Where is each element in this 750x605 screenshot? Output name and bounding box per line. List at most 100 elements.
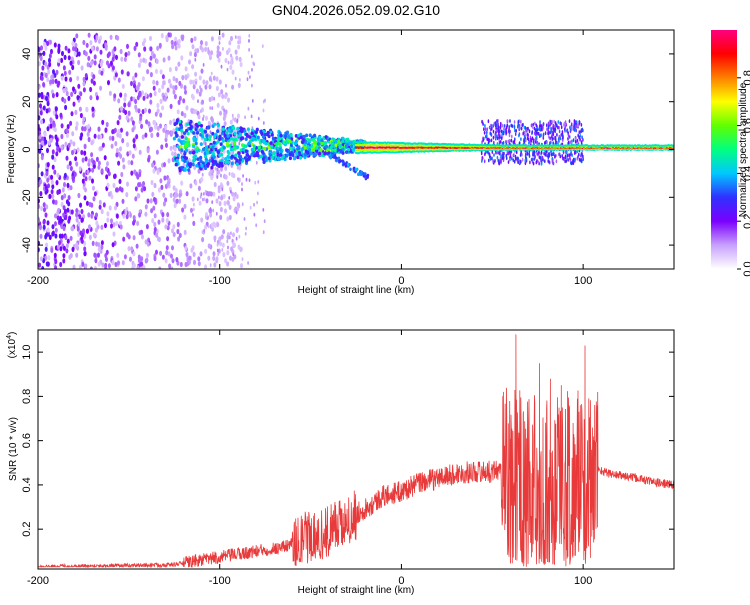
spectrogram-cell [93,133,97,139]
spectrogram-cell [63,98,67,104]
spectrogram-cell [235,193,239,200]
snr-y-tick-label: 0.6 [21,433,33,448]
spectrogram-cell [51,224,55,230]
spectrogram-cell [565,159,568,163]
spectrogram-cell [227,245,229,250]
spectrogram-cell [262,208,265,212]
spectrogram-cell [515,150,518,155]
spectrogram-cell [517,160,519,165]
spectrogram-cell [38,130,41,136]
spectrogram-cell [210,71,213,76]
spectrogram-cell [509,154,512,159]
spectrogram-cell [196,157,200,162]
spectrogram-x-tick-label: 100 [574,275,592,287]
spectrogram-cell [82,87,86,93]
spectrogram-cell [177,236,181,242]
spectrogram-cell [539,123,541,127]
spectrogram-cell [212,140,216,145]
spectrogram-cell [190,247,194,253]
spectrogram-cell [571,161,573,166]
spectrogram-cell [156,45,160,51]
spectrogram-cell [329,145,333,150]
spectrogram-x-label: Height of straight line (km) [298,285,415,296]
spectrogram-cell [77,51,81,57]
spectrogram-cell [45,95,48,101]
spectrogram-cell [262,160,266,165]
spectrogram-cell [547,135,550,139]
spectrogram-cell [209,130,212,135]
spectrogram-cell [180,148,184,153]
spectrogram-cell [240,136,244,141]
spectrogram-cell [105,256,108,262]
spectrogram-cell [201,172,204,177]
spectrogram-cell [238,234,241,239]
spectrogram-cell [134,196,138,202]
spectrogram-cell [44,61,48,67]
spectrogram-cell [77,59,81,66]
spectrogram-cell [155,58,159,64]
spectrogram-cell [243,144,248,149]
spectrogram-cell [153,226,157,233]
spectrogram-cell [268,153,273,158]
spectrogram-cell [500,121,502,126]
spectrogram-cell [512,140,515,145]
spectrogram-cell [230,246,234,252]
spectrogram-cell [61,187,65,193]
spectrogram-cell [207,47,210,51]
spectrogram-cell [170,253,173,259]
spectrogram-cell [284,131,288,136]
spectrogram-cell [311,148,315,152]
spectrogram-cell [113,173,116,179]
spectrogram-cell [553,124,555,129]
spectrogram-cell [511,156,513,161]
spectrogram-cell [164,197,168,203]
spectrogram-cell [213,96,216,101]
spectrogram-cell [54,221,57,227]
spectrogram-cell [127,102,131,108]
spectrogram-y-tick-label: -20 [21,189,33,205]
spectrogram-cell [57,43,61,49]
spectrogram-cell [89,266,93,269]
spectrogram-cell [548,160,550,164]
spectrogram-cell [238,141,241,146]
spectrogram-cell [74,109,78,115]
spectrogram-cell [134,186,138,192]
spectrogram-cell [224,160,228,165]
spectrogram-cell [182,162,186,168]
spectrogram-cell [174,162,178,167]
spectrogram-cell [211,117,214,123]
spectrogram-cell [555,159,558,164]
spectrogram-cell [530,138,532,143]
spectrogram-cell [184,148,189,153]
spectrogram-cell [220,163,224,168]
spectrogram-cell [184,89,187,95]
spectrogram-cell [279,133,283,138]
spectrogram-cell [499,140,502,144]
spectrogram-cell [303,145,307,150]
spectrogram-cell [149,46,153,52]
spectrogram-cell [250,114,253,119]
spectrogram-cell [193,207,195,212]
spectrogram-cell [230,189,232,194]
spectrogram-cell [46,77,50,83]
spectrogram-cell [126,71,130,77]
spectrogram-cell [247,70,250,75]
colorbar-tick-label: 0.0 [742,261,750,276]
spectrogram-cell [153,182,157,189]
spectrogram-cell [165,218,169,224]
spectrogram-cell [106,60,109,66]
spectrogram-cell [138,212,142,218]
spectrogram-cell [243,156,247,160]
spectrogram-cell [38,262,42,268]
spectrogram-cell [125,131,129,137]
spectrogram-cell [123,102,127,108]
spectrogram-cell [50,247,54,253]
spectrogram-cell [173,146,177,152]
spectrogram-cell [149,198,153,204]
spectrogram-cell [262,121,265,125]
spectrogram-cell [81,126,85,132]
spectrogram-cell [111,49,115,55]
spectrogram-cell [80,238,84,244]
spectrogram-cell [581,127,584,132]
spectrogram-cell [38,92,41,98]
